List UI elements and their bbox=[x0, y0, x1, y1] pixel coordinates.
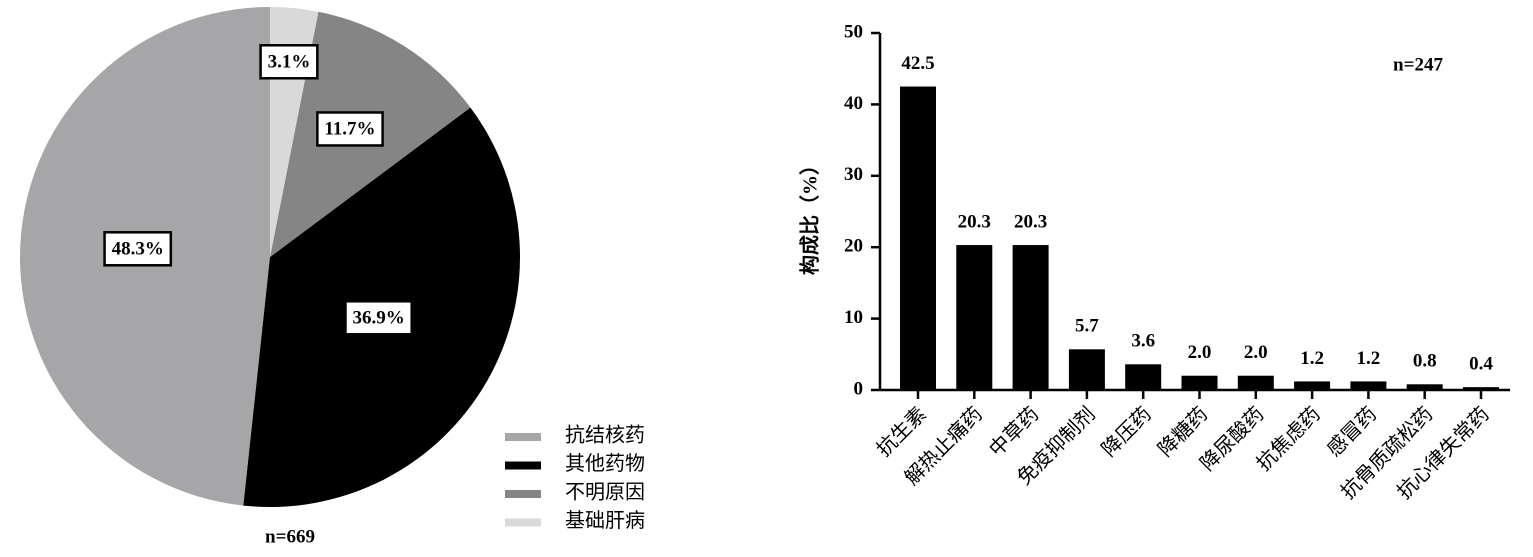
bar bbox=[900, 86, 936, 391]
y-axis-label: 构成比（%） bbox=[798, 155, 822, 275]
bar bbox=[956, 245, 993, 390]
value-label: 1.2 bbox=[1300, 348, 1324, 369]
y-tick-label: 0 bbox=[854, 378, 864, 399]
y-tick-label: 10 bbox=[844, 307, 863, 328]
bar bbox=[1125, 364, 1162, 390]
y-tick-label: 30 bbox=[844, 164, 863, 185]
value-label: 2.0 bbox=[1188, 342, 1212, 363]
legend-label: 其他药物 bbox=[565, 452, 645, 475]
value-label: 5.7 bbox=[1075, 316, 1099, 337]
bar bbox=[1068, 349, 1105, 390]
bar bbox=[1181, 375, 1218, 390]
annotation: n=247 bbox=[1393, 54, 1443, 75]
y-tick-label: 40 bbox=[844, 93, 863, 114]
slice-label-text: 36.9% bbox=[352, 307, 404, 328]
y-tick-label: 20 bbox=[844, 236, 863, 257]
slice-label: 11.7% bbox=[316, 111, 384, 147]
legend-label: 抗结核药 bbox=[565, 424, 645, 447]
slice-label-text: 3.1% bbox=[268, 51, 311, 72]
slice-label: 3.1% bbox=[259, 44, 319, 80]
bar bbox=[1463, 387, 1499, 390]
legend-label: 基础肝病 bbox=[565, 509, 645, 532]
bar bbox=[1350, 381, 1387, 390]
legend-swatch bbox=[505, 461, 541, 470]
value-label: 20.3 bbox=[1014, 211, 1047, 232]
bar bbox=[1294, 381, 1331, 390]
slice-label: 36.9% bbox=[344, 300, 413, 336]
bar bbox=[1012, 245, 1049, 390]
slice-label-text: 11.7% bbox=[324, 118, 375, 139]
label-box bbox=[103, 231, 173, 267]
value-label: 2.0 bbox=[1244, 342, 1268, 363]
value-label: 3.6 bbox=[1131, 331, 1155, 352]
y-tick-label: 50 bbox=[844, 21, 863, 42]
slice-label: 48.3% bbox=[103, 231, 173, 267]
label-box bbox=[259, 44, 319, 80]
legend-swatch bbox=[505, 433, 541, 441]
value-label: 20.3 bbox=[958, 211, 991, 232]
legend-swatch bbox=[505, 518, 541, 527]
label-box bbox=[344, 300, 413, 336]
bar bbox=[1237, 375, 1274, 390]
value-label: 0.4 bbox=[1469, 354, 1493, 375]
legend-swatch bbox=[505, 490, 541, 498]
value-label: 0.8 bbox=[1413, 351, 1437, 372]
value-label: 42.5 bbox=[901, 53, 934, 74]
legend-label: 不明原因 bbox=[565, 482, 645, 504]
label-box bbox=[316, 111, 384, 147]
slice-label-text: 48.3% bbox=[112, 238, 164, 259]
bar bbox=[1406, 384, 1443, 390]
x-tick-label: 降压药 bbox=[1097, 403, 1156, 462]
annotation: n=669 bbox=[265, 526, 315, 547]
value-label: 1.2 bbox=[1357, 348, 1381, 369]
